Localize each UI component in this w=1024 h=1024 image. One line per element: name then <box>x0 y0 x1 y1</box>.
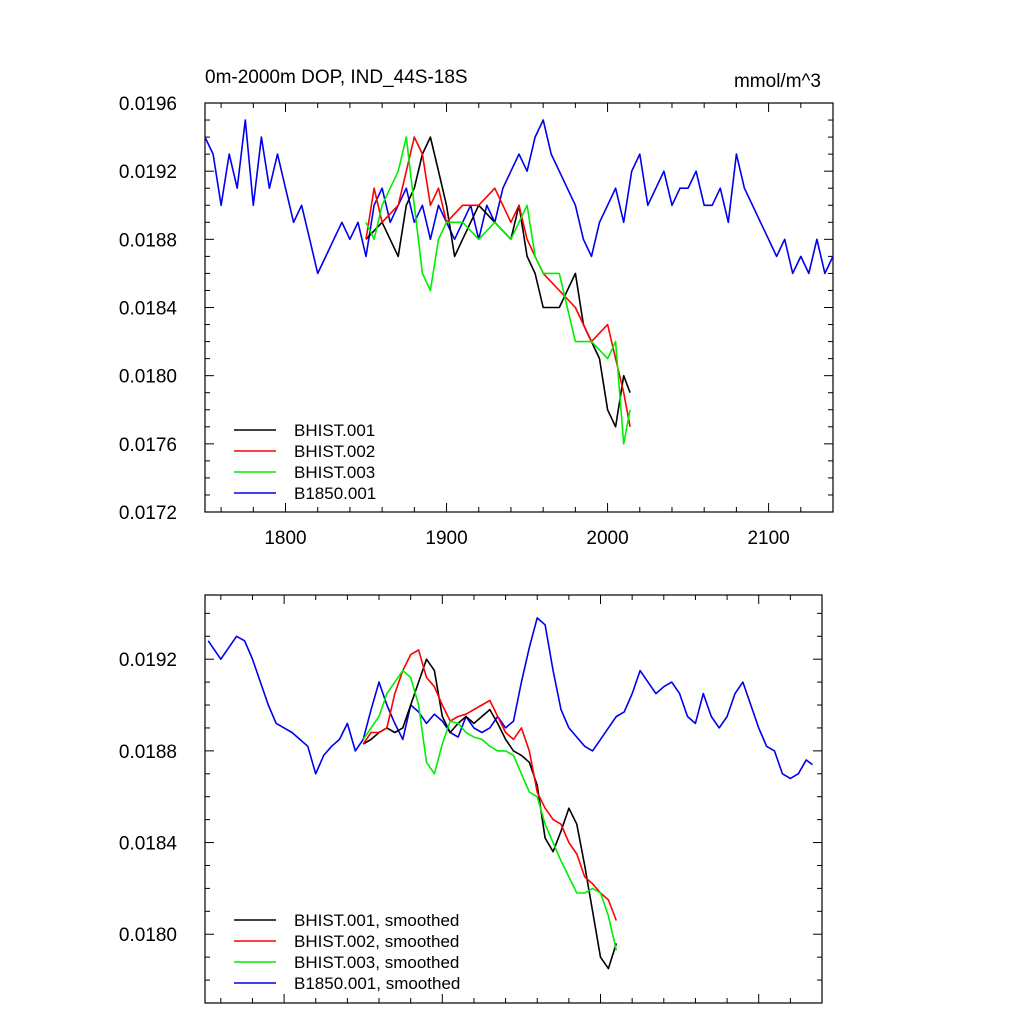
y-tick-label: 0.0192 <box>119 650 177 671</box>
plot-frame <box>204 594 823 1004</box>
x-tick-label: 1900 <box>425 528 467 549</box>
y-tick-label: 0.0184 <box>119 834 178 855</box>
y-tick-label: 0.0180 <box>119 367 177 388</box>
y-tick-label: 0.0172 <box>119 503 177 524</box>
series-line-b1850-001 <box>205 119 833 275</box>
y-tick-label: 0.0188 <box>119 742 177 763</box>
legend-label: BHIST.001 <box>294 421 375 440</box>
y-tick-label: 0.0176 <box>119 435 177 456</box>
legend-label: BHIST.001, smoothed <box>294 911 459 930</box>
series-line-bhist-001-smoothed <box>362 658 618 970</box>
units-label: mmol/m^3 <box>734 71 821 92</box>
chart-panel-2: 0.0180 0.0184 0.0188 0.0192 BHIST.001, smoot… <box>119 594 823 1004</box>
legend-label: BHIST.002 <box>294 442 375 461</box>
series-line-bhist-001 <box>365 136 631 428</box>
y-tick-label: 0.0188 <box>119 230 177 251</box>
series-line-bhist-002-smoothed <box>362 649 618 921</box>
series-line-bhist-003-smoothed <box>362 669 618 951</box>
legend-label: B1850.001 <box>294 484 376 503</box>
chart-title: 0m-2000m DOP, IND_44S-18S <box>205 67 468 88</box>
y-tick-label: 0.0184 <box>119 299 178 320</box>
legend-label: B1850.001, smoothed <box>294 974 460 993</box>
x-tick-label: 1800 <box>264 528 306 549</box>
legend-label: BHIST.003, smoothed <box>294 953 459 972</box>
series-line-bhist-002 <box>365 136 631 427</box>
y-tick-label: 0.0192 <box>119 162 177 183</box>
legend-label: BHIST.003 <box>294 463 375 482</box>
series-line-bhist-003 <box>365 136 631 445</box>
legend-label: BHIST.002, smoothed <box>294 932 459 951</box>
y-tick-label: 0.0196 <box>119 94 177 115</box>
series-line-b1850-001-smoothed <box>207 617 813 780</box>
x-tick-label: 2000 <box>586 528 628 549</box>
y-tick-label: 0.0180 <box>119 925 177 946</box>
x-tick-label: 2100 <box>747 528 789 549</box>
chart-panel-1: 1800 1900 2000 2100 0.0172 0.0176 0.0180 0.0184… <box>119 67 834 549</box>
